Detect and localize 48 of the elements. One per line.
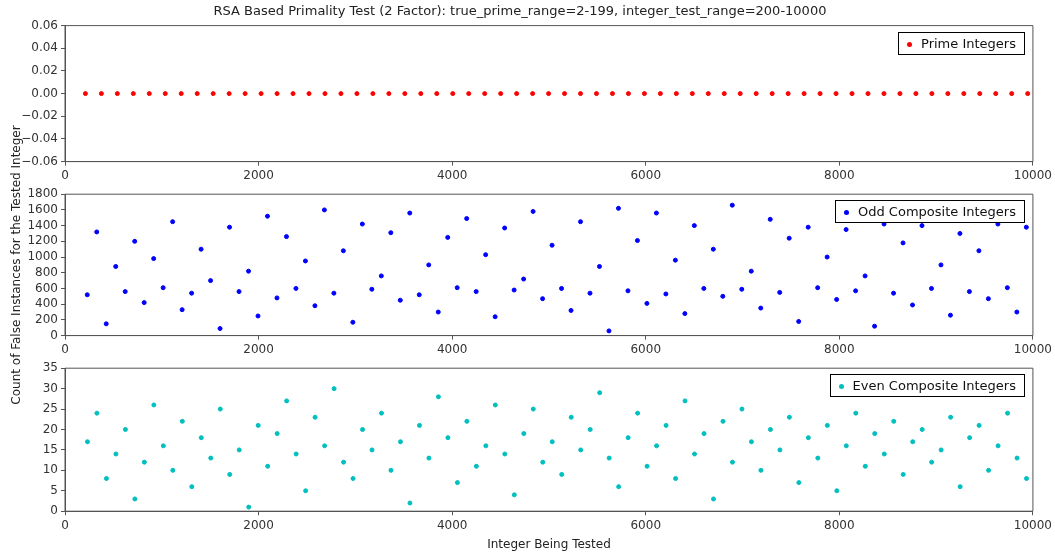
y-tick-label: 0.04	[31, 40, 58, 55]
x-tick-label: 4000	[436, 341, 468, 356]
x-tick-label: 6000	[630, 167, 662, 182]
legend-label: Odd Composite Integers	[857, 204, 1016, 220]
y-tick-label: −0.02	[21, 108, 58, 123]
x-tick-label: 0	[61, 167, 69, 182]
x-tick-label: 10000	[1013, 341, 1053, 356]
y-tick-label: 1200	[27, 233, 58, 248]
y-tick-label: 10	[42, 462, 58, 477]
y-tick-label: 0.00	[31, 85, 58, 100]
y-tick-label: −0.06	[21, 153, 58, 168]
y-tick-label: 25	[42, 401, 58, 416]
x-tick-label: 6000	[630, 517, 662, 532]
y-tick-label: 1000	[27, 249, 58, 264]
y-tick-label: 35	[42, 360, 58, 375]
y-tick-label: 1600	[27, 202, 58, 217]
y-tick-label: 600	[35, 280, 58, 295]
x-tick-label: 8000	[824, 517, 855, 532]
x-tick-label: 0	[61, 517, 69, 532]
y-axis-title: Count of False Instances for the Tested Integer	[9, 125, 23, 405]
x-tick-label: 8000	[824, 341, 855, 356]
y-tick-label: 1400	[27, 217, 58, 232]
y-tick-label: 20	[42, 421, 58, 436]
x-tick-label: 2000	[243, 167, 274, 182]
legend-label: Even Composite Integers	[851, 378, 1016, 394]
y-tick-label: 0	[50, 327, 58, 342]
x-axis-title: Integer Being Tested	[487, 536, 611, 551]
x-tick-label: 4000	[436, 517, 468, 532]
y-tick-label: 0.06	[31, 17, 58, 32]
y-tick-label: 15	[42, 442, 58, 457]
y-tick-label: 1800	[27, 186, 58, 201]
x-tick-label: 8000	[824, 167, 855, 182]
x-tick-label: 10000	[1013, 167, 1053, 182]
y-tick-label: 400	[35, 296, 58, 311]
x-tick-label: 6000	[630, 341, 662, 356]
y-tick-label: 30	[42, 380, 58, 395]
x-tick-label: 2000	[243, 341, 274, 356]
y-tick-label: 5	[50, 482, 58, 497]
chart-title: RSA Based Primality Test (2 Factor): true_prime_range=2-199, integer_test_range=200-10000	[213, 3, 827, 19]
y-tick-label: 0	[50, 503, 58, 518]
legend-label: Prime Integers	[920, 35, 1016, 51]
y-tick-label: 800	[35, 264, 58, 279]
x-tick-label: 2000	[243, 517, 274, 532]
y-tick-label: 0.02	[31, 63, 58, 78]
x-tick-label: 10000	[1013, 517, 1053, 532]
y-tick-label: 200	[35, 312, 58, 327]
x-tick-label: 0	[61, 341, 69, 356]
x-tick-label: 4000	[436, 167, 468, 182]
